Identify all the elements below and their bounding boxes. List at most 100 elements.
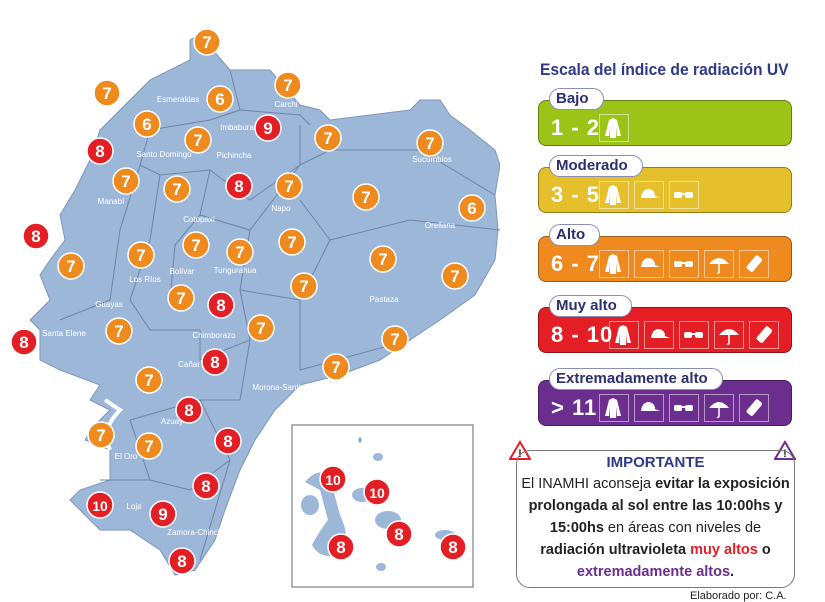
uv-marker: 8 <box>22 222 50 250</box>
level-range: 6 - 7 <box>551 251 601 276</box>
uv-marker: 7 <box>105 317 133 345</box>
uv-value: 10 <box>325 472 341 488</box>
umbrella-icon <box>714 321 744 349</box>
uv-marker: 8 <box>385 520 413 548</box>
uv-marker: 7 <box>274 71 302 99</box>
uv-value: 7 <box>144 437 153 456</box>
important-heading: IMPORTANTE <box>606 454 705 471</box>
uv-marker: 8 <box>327 533 355 561</box>
uv-value: 8 <box>177 552 186 571</box>
sunglasses-icon <box>669 250 699 278</box>
credit: Elaborado por: C.A. <box>690 590 787 602</box>
notice-bold: evitar la exposición prolongada al sol e… <box>528 476 790 536</box>
uv-marker: 7 <box>112 167 140 195</box>
umbrella-icon <box>704 394 734 422</box>
province-label: Morona-Santiago <box>252 383 314 392</box>
uv-marker: 7 <box>226 238 254 266</box>
uv-marker: 10 <box>86 491 114 519</box>
uv-value: 7 <box>287 233 296 252</box>
uv-marker: 8 <box>225 172 253 200</box>
uv-value: 8 <box>223 432 232 451</box>
sunscreen-icon <box>749 321 779 349</box>
uv-marker: 8 <box>201 348 229 376</box>
uv-marker: 6 <box>133 110 161 138</box>
province-label: Santa Elene <box>42 329 86 338</box>
uv-value: 8 <box>216 296 225 315</box>
uv-value: 7 <box>136 246 145 265</box>
uv-marker: 10 <box>319 465 347 493</box>
province-label: Esmeraldas <box>157 95 199 104</box>
level-name: Bajo <box>549 88 604 110</box>
level-name: Alto <box>549 224 601 246</box>
uv-value: 8 <box>201 477 210 496</box>
uv-level-alto: Alto 6 - 7 <box>538 224 792 282</box>
uv-marker: 7 <box>87 421 115 449</box>
shirt-icon <box>599 114 629 142</box>
uv-value: 7 <box>121 172 130 191</box>
uv-marker: 7 <box>416 129 444 157</box>
uv-marker: 7 <box>290 272 318 300</box>
ecuador-uv-map: Esmeraldas Carchi Imbabura Santo Domingo Pic… <box>10 28 500 588</box>
uv-marker: 8 <box>175 396 203 424</box>
notice-bold: radiación ultravioleta <box>540 542 691 558</box>
sunscreen-icon <box>739 394 769 422</box>
uv-value: 7 <box>144 371 153 390</box>
shirt-icon <box>599 181 629 209</box>
uv-marker: 7 <box>247 314 275 342</box>
sunglasses-icon <box>669 181 699 209</box>
level-range: 3 - 5 <box>551 182 601 207</box>
uv-value: 7 <box>235 243 244 262</box>
uv-marker: 6 <box>206 85 234 113</box>
uv-marker: 7 <box>184 126 212 154</box>
level-range: 8 - 10 <box>551 322 614 347</box>
province-label: Imbabura <box>220 123 254 132</box>
province-label: Pastaza <box>370 295 399 304</box>
cap-icon <box>634 394 664 422</box>
level-range: > 11 <box>551 395 598 420</box>
uv-marker: 8 <box>86 137 114 165</box>
province-label: Tungurahua <box>214 266 257 275</box>
province-label: Bolívar <box>170 267 195 276</box>
province-label: Cotopaxi <box>183 215 215 224</box>
level-name: Moderado <box>549 155 643 177</box>
uv-value: 7 <box>66 257 75 276</box>
sunglasses-icon <box>679 321 709 349</box>
notice-extremadamente-altos: extremadamente altos <box>576 564 731 580</box>
province-label: Orellana <box>425 221 456 230</box>
uv-marker: 10 <box>363 478 391 506</box>
uv-marker: 9 <box>149 500 177 528</box>
uv-value: 7 <box>331 358 340 377</box>
level-range: 1 - 2 <box>551 115 601 140</box>
uv-marker: 7 <box>163 175 191 203</box>
cap-icon <box>644 321 674 349</box>
uv-value: 6 <box>467 199 476 218</box>
important-notice: IMPORTANTE El INAMHI aconseja evitar la … <box>516 450 795 588</box>
uv-value: 7 <box>299 277 308 296</box>
cap-icon <box>634 250 664 278</box>
uv-value: 7 <box>96 426 105 445</box>
uv-marker: 7 <box>93 79 121 107</box>
uv-marker: 8 <box>207 291 235 319</box>
uv-value: 7 <box>193 131 202 150</box>
uv-marker: 8 <box>439 533 467 561</box>
province-label: Sucumbios <box>412 155 452 164</box>
province-label: Loja <box>126 502 142 511</box>
uv-value: 7 <box>114 322 123 341</box>
uv-value: 7 <box>323 129 332 148</box>
province-label: Carchi <box>274 100 297 109</box>
uv-marker: 9 <box>254 114 282 142</box>
uv-value: 10 <box>92 498 108 514</box>
uv-value: 9 <box>263 119 272 138</box>
uv-value: 7 <box>361 188 370 207</box>
uv-value: 8 <box>184 401 193 420</box>
uv-marker: 7 <box>193 28 221 56</box>
uv-value: 6 <box>142 115 151 134</box>
uv-marker: 6 <box>458 194 486 222</box>
uv-value: 7 <box>202 33 211 52</box>
uv-marker: 7 <box>57 252 85 280</box>
notice-text: o <box>757 542 771 558</box>
uv-marker: 7 <box>314 124 342 152</box>
province-label: El Oro <box>115 452 138 461</box>
province-label: Azuay <box>161 417 183 426</box>
uv-value: 8 <box>336 538 345 557</box>
